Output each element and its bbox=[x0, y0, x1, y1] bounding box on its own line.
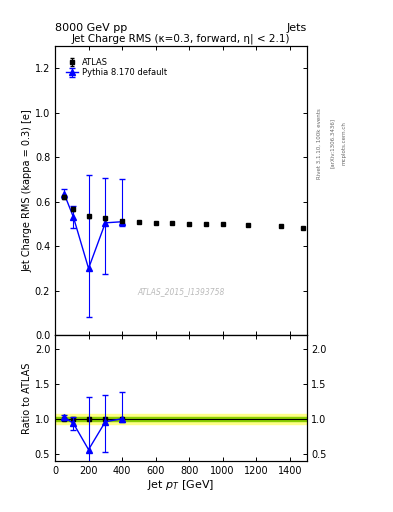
Y-axis label: Ratio to ATLAS: Ratio to ATLAS bbox=[22, 362, 32, 434]
X-axis label: Jet $p_T$ [GeV]: Jet $p_T$ [GeV] bbox=[147, 478, 214, 493]
Text: 8000 GeV pp: 8000 GeV pp bbox=[55, 23, 127, 33]
Text: Rivet 3.1.10, 100k events: Rivet 3.1.10, 100k events bbox=[316, 108, 321, 179]
Y-axis label: Jet Charge RMS (kappa = 0.3) [e]: Jet Charge RMS (kappa = 0.3) [e] bbox=[22, 109, 32, 272]
Text: ATLAS_2015_I1393758: ATLAS_2015_I1393758 bbox=[137, 287, 224, 296]
Text: mcplots.cern.ch: mcplots.cern.ch bbox=[342, 121, 347, 165]
Text: Jets: Jets bbox=[286, 23, 307, 33]
Legend: ATLAS, Pythia 8.170 default: ATLAS, Pythia 8.170 default bbox=[64, 56, 169, 79]
Text: [arXiv:1306.3436]: [arXiv:1306.3436] bbox=[330, 118, 335, 168]
Title: Jet Charge RMS (κ=0.3, forward, η| < 2.1): Jet Charge RMS (κ=0.3, forward, η| < 2.1… bbox=[72, 34, 290, 45]
